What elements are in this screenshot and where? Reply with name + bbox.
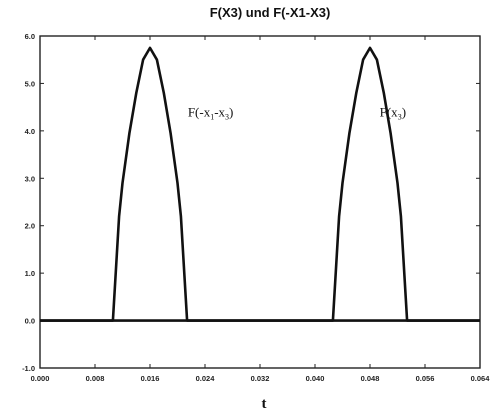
- y-tick-label: 0.0: [25, 317, 35, 326]
- x-tick-label: 0.016: [141, 374, 160, 383]
- annotation-part: 3: [398, 113, 402, 122]
- annotations: F(-x1-x3) F(x3): [188, 105, 406, 122]
- annotation-part: 1: [210, 113, 214, 122]
- x-tick-label: 0.024: [196, 374, 216, 383]
- annotation-part: 3: [225, 113, 229, 122]
- plot-frame: [39, 35, 481, 369]
- x-tick-label: 0.000: [31, 374, 50, 383]
- axis-ticks: 0.000 0.008 0.016 0.024 0.032 0.040 0.048 0.056…: [22, 32, 490, 383]
- y-tick-label: -1.0: [22, 364, 35, 373]
- y-tick-label: 1.0: [25, 269, 35, 278]
- x-tick-label: 0.040: [306, 374, 325, 383]
- chart-title: F(X3) und F(-X1-X3): [210, 5, 331, 20]
- y-tick-label: 4.0: [25, 127, 35, 136]
- annotation-part: ): [229, 105, 233, 120]
- series-line-1: [40, 46, 480, 322]
- x-axis-label: t: [262, 396, 267, 412]
- annotation-part: F(x: [380, 105, 399, 120]
- annotation-part: ): [402, 105, 406, 120]
- annotation-part: F(-x: [188, 105, 211, 120]
- series-annotation: F(x3): [380, 105, 406, 122]
- y-tick-label: 2.0: [25, 222, 35, 231]
- y-tick-label: 6.0: [25, 32, 35, 41]
- x-tick-label: 0.064: [471, 374, 491, 383]
- x-tick-label: 0.048: [361, 374, 380, 383]
- series-annotation: F(-x1-x3): [188, 105, 234, 122]
- x-tick-label: 0.008: [86, 374, 105, 383]
- series-line-2: [40, 46, 480, 322]
- x-tick-label: 0.056: [416, 374, 435, 383]
- annotation-part: -x: [214, 105, 225, 120]
- y-tick-label: 5.0: [25, 79, 35, 88]
- series-layer: [40, 46, 480, 322]
- y-tick-label: 3.0: [25, 174, 35, 183]
- x-tick-label: 0.032: [251, 374, 270, 383]
